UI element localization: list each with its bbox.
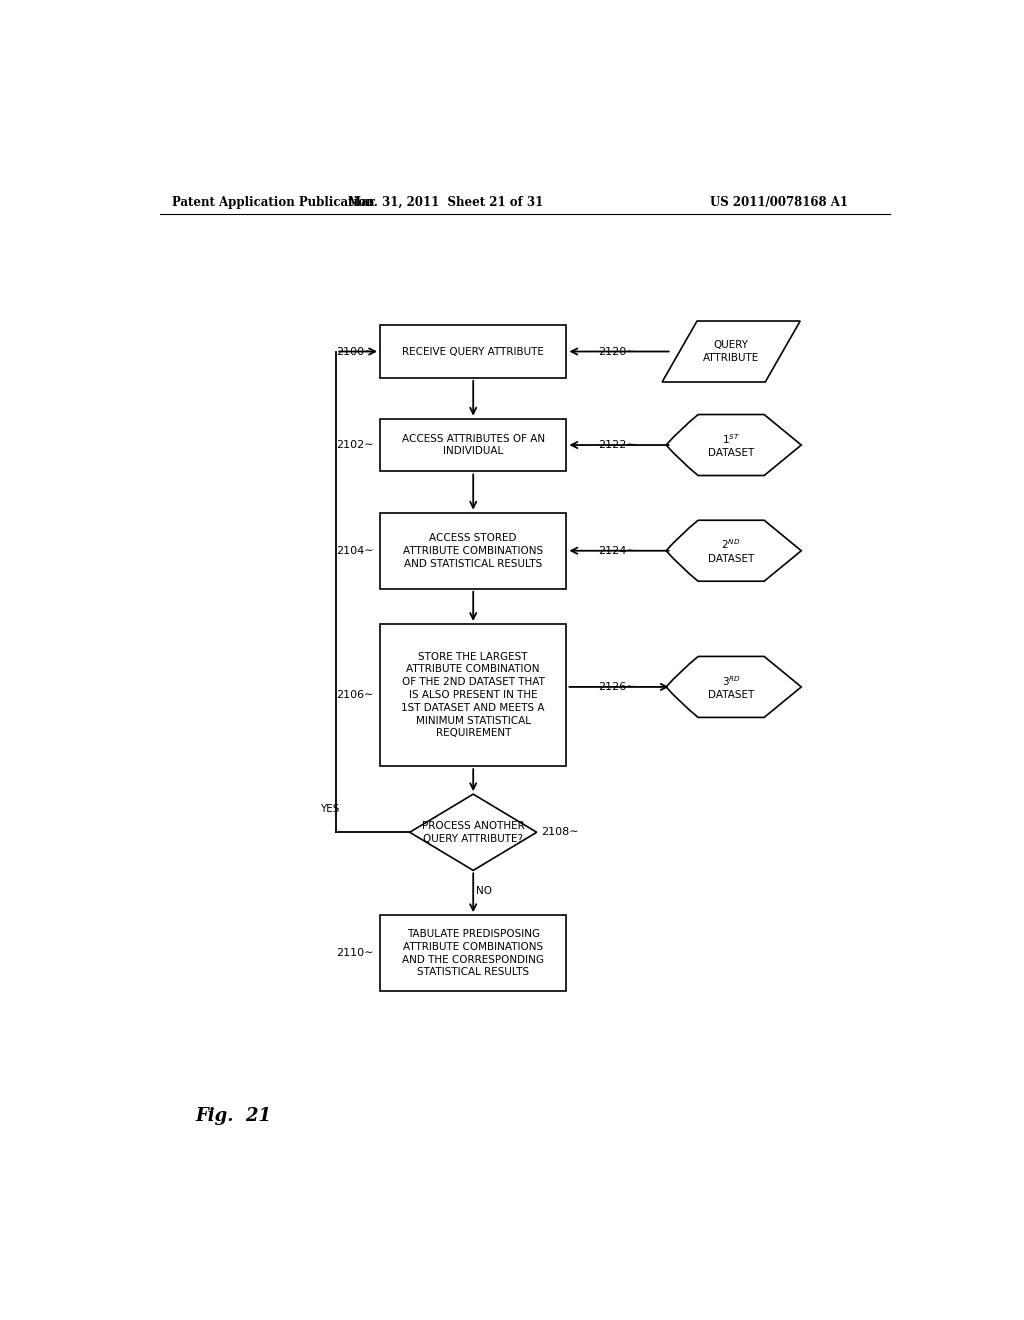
Text: 2100∼: 2100∼ [336,347,374,356]
Text: ACCESS STORED
ATTRIBUTE COMBINATIONS
AND STATISTICAL RESULTS: ACCESS STORED ATTRIBUTE COMBINATIONS AND… [403,533,544,569]
PathPatch shape [667,656,802,718]
Text: 2122∼: 2122∼ [598,440,636,450]
Polygon shape [663,321,800,381]
Text: Patent Application Publication: Patent Application Publication [172,195,374,209]
Bar [380,624,566,766]
Text: STORE THE LARGEST
ATTRIBUTE COMBINATION
OF THE 2ND DATASET THAT
IS ALSO PRESENT : STORE THE LARGEST ATTRIBUTE COMBINATION … [401,652,545,738]
Text: ACCESS ATTRIBUTES OF AN
INDIVIDUAL: ACCESS ATTRIBUTES OF AN INDIVIDUAL [401,434,545,457]
Text: 2104∼: 2104∼ [336,545,374,556]
Text: 2$^{ND}$
DATASET: 2$^{ND}$ DATASET [708,537,755,564]
Bar [380,418,566,471]
Text: 2106∼: 2106∼ [336,690,374,700]
Text: RECEIVE QUERY ATTRIBUTE: RECEIVE QUERY ATTRIBUTE [402,347,544,356]
PathPatch shape [667,520,802,581]
Text: PROCESS ANOTHER
QUERY ATTRIBUTE?: PROCESS ANOTHER QUERY ATTRIBUTE? [422,821,524,843]
Bar [380,915,566,991]
Text: 2110∼: 2110∼ [336,948,374,958]
Text: US 2011/0078168 A1: US 2011/0078168 A1 [710,195,848,209]
Polygon shape [410,795,537,870]
Text: TABULATE PREDISPOSING
ATTRIBUTE COMBINATIONS
AND THE CORRESPONDING
STATISTICAL R: TABULATE PREDISPOSING ATTRIBUTE COMBINAT… [402,929,544,977]
Text: 2126∼: 2126∼ [598,682,636,692]
Text: YES: YES [321,804,340,814]
Text: 3$^{RD}$
DATASET: 3$^{RD}$ DATASET [708,673,755,700]
Text: 2120∼: 2120∼ [598,347,636,356]
Text: Fig.  21: Fig. 21 [196,1107,271,1125]
Text: 1$^{ST}$
DATASET: 1$^{ST}$ DATASET [708,432,755,458]
Text: 2102∼: 2102∼ [336,440,374,450]
Text: 2108∼: 2108∼ [541,828,579,837]
PathPatch shape [667,414,802,475]
Text: 2124∼: 2124∼ [598,545,636,556]
Text: Mar. 31, 2011  Sheet 21 of 31: Mar. 31, 2011 Sheet 21 of 31 [348,195,543,209]
Bar [380,512,566,589]
Text: QUERY
ATTRIBUTE: QUERY ATTRIBUTE [703,341,759,363]
Text: NO: NO [475,886,492,896]
Bar [380,325,566,378]
